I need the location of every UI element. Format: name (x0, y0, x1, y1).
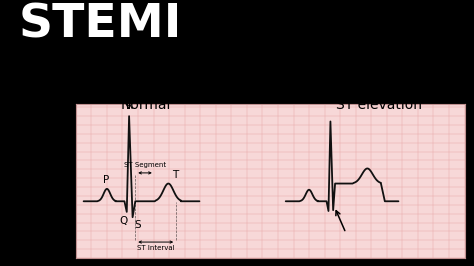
Text: Q: Q (119, 216, 128, 226)
Text: ST elevation: ST elevation (336, 98, 422, 112)
Text: P: P (103, 175, 109, 185)
Text: R: R (126, 101, 133, 111)
Text: Normal: Normal (120, 98, 171, 112)
Text: ST Segment: ST Segment (124, 162, 166, 168)
Text: S: S (134, 220, 141, 230)
Text: STEMI: STEMI (19, 3, 182, 48)
Text: T: T (172, 170, 179, 180)
Text: ST Interval: ST Interval (137, 245, 174, 251)
